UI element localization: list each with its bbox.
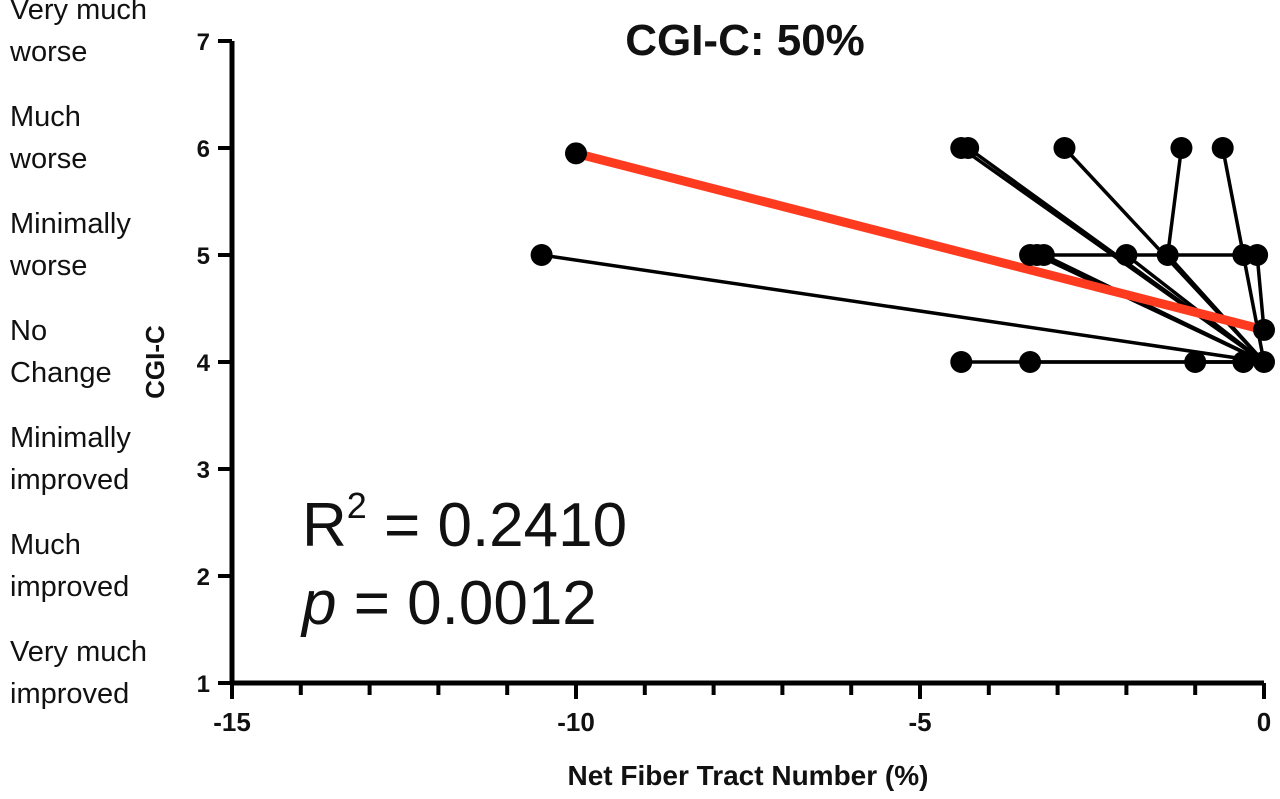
data-point xyxy=(1184,351,1207,373)
y-category-label: Very much improved xyxy=(10,636,147,710)
y-category-label: Much improved xyxy=(10,529,130,603)
y-category-label: No Change xyxy=(10,315,112,389)
data-point xyxy=(1115,244,1138,266)
y-tick-label: 2 xyxy=(197,564,210,591)
r-squared-symbol: R xyxy=(302,491,347,560)
r-squared-annotation: R2 = 0.2410 xyxy=(302,485,628,561)
data-point xyxy=(1246,244,1269,266)
y-tick-label: 5 xyxy=(197,243,210,270)
paired-segments xyxy=(541,146,1266,364)
x-tick-label: 0 xyxy=(1257,707,1271,737)
data-point xyxy=(530,244,553,266)
x-tick-label: -5 xyxy=(908,707,931,737)
paired-segment xyxy=(1043,253,1265,364)
p-value-annotation: p = 0.0012 xyxy=(302,568,597,639)
data-point xyxy=(1053,137,1076,159)
y-axis-title: CGI-C xyxy=(140,325,170,399)
r-squared-value: = 0.2410 xyxy=(384,491,628,560)
y-category-label: Minimally worse xyxy=(10,208,131,282)
data-point xyxy=(957,137,980,159)
y-tick-label: 1 xyxy=(197,671,210,698)
data-point xyxy=(1232,351,1255,373)
x-axis-title: Net Fiber Tract Number (%) xyxy=(568,760,929,791)
data-point xyxy=(1253,351,1275,373)
data-point xyxy=(565,142,587,165)
r-squared-exponent: 2 xyxy=(346,485,367,527)
paired-segment xyxy=(1165,147,1184,256)
y-tick-label: 3 xyxy=(197,457,210,484)
data-point xyxy=(1170,137,1193,159)
regression-line xyxy=(574,148,1266,335)
data-point xyxy=(1156,244,1179,266)
y-category-label: Minimally improved xyxy=(10,422,131,496)
data-point xyxy=(1032,244,1055,266)
data-points xyxy=(530,137,1275,373)
paired-segment xyxy=(541,253,1265,364)
paired-segment xyxy=(1241,254,1266,363)
paired-segment xyxy=(1255,254,1266,331)
y-tick-label: 4 xyxy=(197,350,211,377)
data-point xyxy=(1019,351,1042,373)
paired-segment xyxy=(1221,147,1246,256)
data-point xyxy=(950,351,973,373)
p-symbol: p xyxy=(302,569,337,638)
y-tick-label: 6 xyxy=(197,136,210,163)
axes: 1 2 3 4 5 6 7 -15 -10 -5 0 xyxy=(197,29,1272,737)
paired-segment xyxy=(1166,253,1266,364)
y-category-label: Much worse xyxy=(10,101,88,175)
x-tick-label: -15 xyxy=(213,707,251,737)
x-tick-label: -10 xyxy=(557,707,595,737)
p-value: = 0.0012 xyxy=(353,569,597,638)
data-point xyxy=(1211,137,1234,159)
y-tick-label: 7 xyxy=(197,29,210,56)
data-point xyxy=(1253,318,1275,341)
y-category-label: Very much worse xyxy=(10,0,147,68)
chart-title: CGI-C: 50% xyxy=(625,16,865,65)
